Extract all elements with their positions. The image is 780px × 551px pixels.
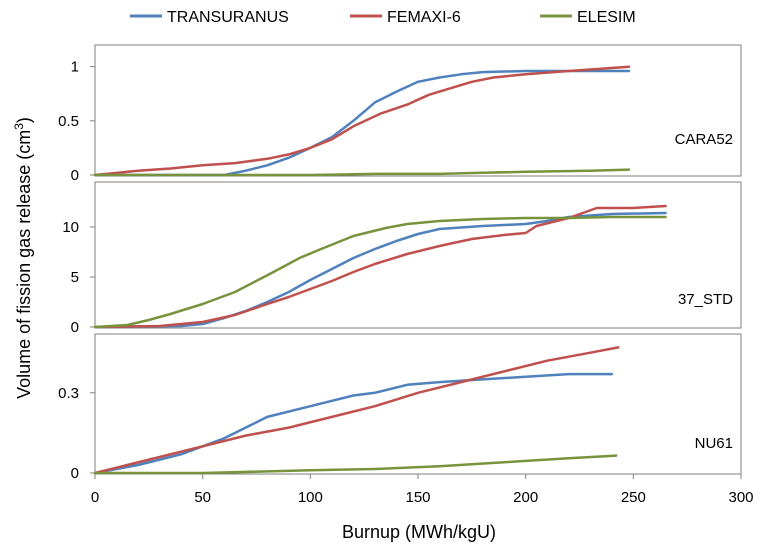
series-line-transuranus	[93, 372, 614, 475]
series-line-femaxi-6	[93, 65, 631, 177]
y-axis-title-main: Volume of fission gas release (cm	[14, 130, 34, 399]
panel-label: CARA52	[675, 131, 733, 148]
series-line-transuranus	[93, 69, 631, 177]
y-tick-label: 0	[71, 319, 79, 336]
legend-label-2: ELESIM	[577, 9, 636, 26]
y-tick-label: 0.5	[58, 113, 79, 130]
series-line-femaxi-6	[93, 346, 620, 475]
x-tick-label: 100	[298, 489, 323, 506]
x-tick-label: 200	[513, 489, 538, 506]
y-axis-title: Volume of fission gas release (cm3)	[12, 117, 34, 399]
chart-panels: 0 0.5 1 CARA52 0 5 10 37_STD 0 0.3 NU61	[58, 44, 742, 482]
x-tick-label: 300	[728, 489, 753, 506]
legend: TRANSURANUS FEMAXI-6 ELESIM	[130, 9, 636, 26]
x-tick-label: 250	[621, 489, 646, 506]
y-axis-title-end: )	[14, 117, 34, 123]
panel-frame	[94, 181, 742, 329]
series-line-femaxi-6	[93, 204, 667, 329]
panel-label: NU61	[695, 435, 733, 452]
panel-label: 37_STD	[678, 291, 733, 308]
series-line-elesim	[93, 454, 618, 475]
series-line-elesim	[93, 168, 631, 177]
y-tick-label: 0.3	[58, 385, 79, 402]
y-tick-label: 1	[71, 59, 79, 76]
y-tick-label: 5	[71, 269, 79, 286]
x-axis-title: Burnup (MWh/kgU)	[342, 522, 496, 542]
x-tick-label: 150	[405, 489, 430, 506]
panel-37_std: 0 5 10 37_STD	[62, 181, 742, 336]
series-line-elesim	[93, 215, 667, 329]
y-tick-label: 10	[62, 219, 79, 236]
panel-frame	[94, 333, 742, 475]
legend-label-1: FEMAXI-6	[387, 9, 461, 26]
y-axis-title-sup: 3	[12, 123, 26, 130]
y-tick-label: 0	[71, 465, 79, 482]
x-tick-label: 0	[91, 489, 99, 506]
panel-nu61: 0 0.3 NU61	[58, 333, 742, 482]
x-axis: 0 50 100 150 200 250 300	[91, 474, 754, 506]
panel-cara52: 0 0.5 1 CARA52	[58, 44, 742, 184]
legend-label-0: TRANSURANUS	[167, 9, 289, 26]
y-tick-label: 0	[71, 167, 79, 184]
x-tick-label: 50	[194, 489, 211, 506]
panel-frame	[94, 44, 742, 177]
